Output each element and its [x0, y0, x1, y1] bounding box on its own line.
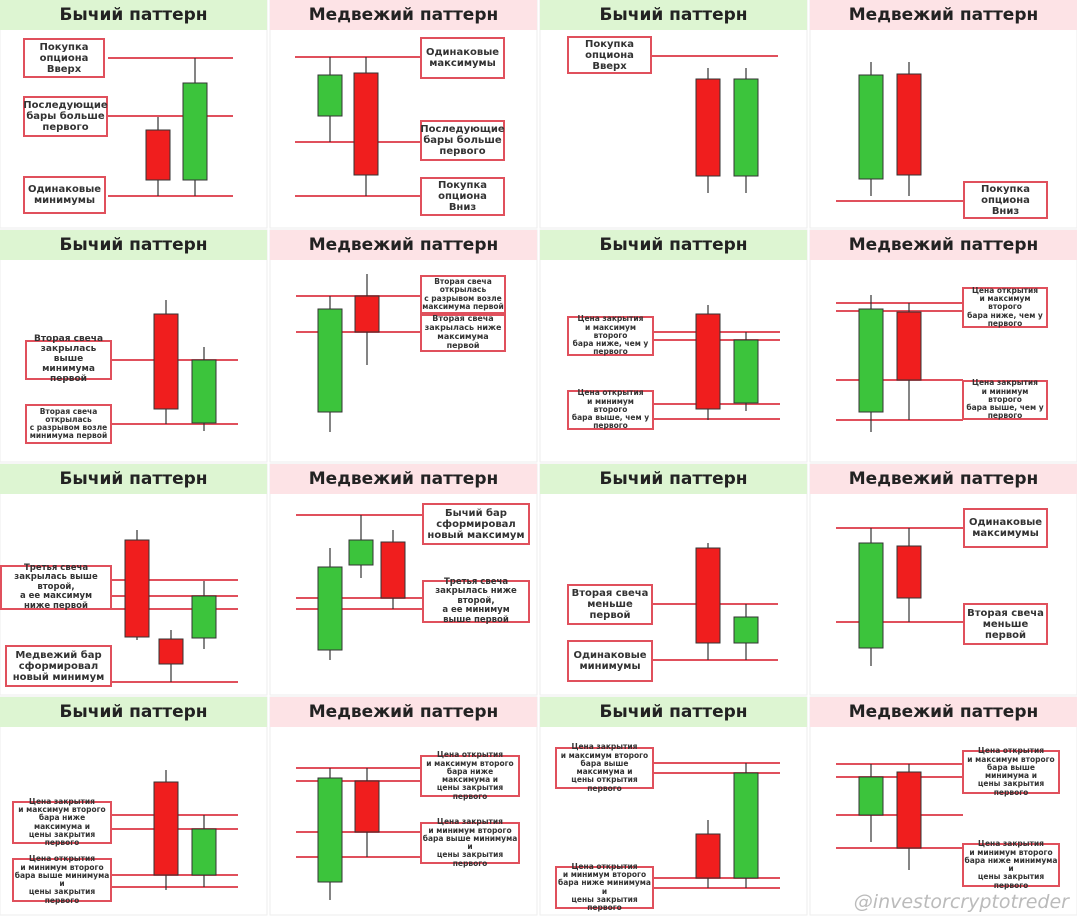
candle-body	[896, 311, 922, 381]
candle-body	[896, 771, 922, 849]
label-box: Цена открытия и минимум второго бара ниж…	[555, 862, 654, 912]
panel-header: Бычий паттерн	[540, 697, 807, 727]
label-box: Покупка опциона Вверх	[23, 38, 105, 78]
label-box: Цена закрытия и минимум второго бара ниж…	[962, 840, 1060, 889]
candle-body	[858, 308, 884, 413]
candle-body	[896, 545, 922, 599]
candle-body	[733, 339, 759, 404]
label-box: Цена закрытия и максимум второго бара ни…	[567, 315, 654, 356]
label-box: Последующие бары больше первого	[23, 96, 108, 137]
label-box: Вторая свеча закрылась выше минимума пер…	[25, 334, 112, 384]
panel-header: Медвежий паттерн	[810, 697, 1077, 727]
label-box: Цена закрытия и минимум второго бара выш…	[962, 379, 1048, 420]
label-box: Третья свеча закрылась выше второй, а ее…	[0, 563, 112, 610]
candle-body	[191, 595, 217, 639]
candle-body	[191, 359, 217, 424]
label-box: Цена закрытия и максимум второго бара ни…	[12, 797, 112, 847]
candle-body	[695, 313, 721, 410]
candle-body	[145, 129, 171, 181]
label-box: Одинаковые минимумы	[567, 640, 653, 682]
candle-body	[153, 313, 179, 410]
panel	[809, 463, 1077, 696]
label-box: Цена открытия и максимум второго бара ни…	[962, 286, 1048, 328]
panel-header: Бычий паттерн	[540, 230, 807, 260]
candle-body	[733, 772, 759, 879]
candle-body	[191, 828, 217, 876]
panel	[539, 0, 808, 229]
candle-body	[380, 541, 406, 599]
label-box: Вторая свеча меньше первой	[963, 603, 1048, 645]
watermark: @investorcryptotreder	[853, 891, 1069, 913]
label-box: Вторая свеча меньше первой	[567, 584, 653, 625]
candle-body	[354, 780, 380, 833]
candle-body	[695, 833, 721, 879]
candle-body	[353, 72, 379, 176]
candle-body	[695, 547, 721, 644]
label-box: Покупка опциона Вверх	[567, 36, 652, 74]
label-box: Вторая свеча открылась с разрывом возле …	[420, 275, 506, 314]
candle-body	[153, 781, 179, 876]
panel-header: Медвежий паттерн	[810, 230, 1077, 260]
panel-header: Медвежий паттерн	[810, 0, 1077, 30]
panel-header: Бычий паттерн	[0, 464, 267, 494]
candle-body	[317, 74, 343, 117]
panel-header: Медвежий паттерн	[270, 0, 537, 30]
candle-body	[317, 566, 343, 651]
label-box: Цена открытия и максимум второго бара ни…	[420, 751, 520, 800]
panel-header: Бычий паттерн	[0, 697, 267, 727]
label-box: Третья свеча закрылась ниже второй, а ее…	[422, 577, 530, 624]
label-box: Цена закрытия и максимум второго бара вы…	[555, 743, 654, 792]
label-box: Последующие бары больше первого	[420, 120, 505, 161]
candle-body	[858, 74, 884, 180]
label-box: Одинаковые максимумы	[963, 508, 1048, 548]
candle-body	[858, 776, 884, 816]
label-box: Цена открытия и максимум второго бара вы…	[962, 747, 1060, 796]
candle-body	[348, 539, 374, 566]
label-box: Одинаковые минимумы	[23, 176, 106, 214]
candle-body	[896, 73, 922, 176]
label-box: Цена открытия и минимум второго бара выш…	[12, 855, 112, 904]
label-box: Вторая свеча открылась с разрывом возле …	[25, 404, 112, 444]
label-box: Бычий бар сформировал новый максимум	[422, 503, 530, 545]
label-box: Покупка опциона Вниз	[420, 177, 505, 216]
panel	[269, 696, 538, 916]
candle-body	[695, 78, 721, 177]
candle-body	[733, 78, 759, 177]
label-box: Цена открытия и минимум второго бара выш…	[567, 389, 654, 430]
candle-body	[124, 539, 150, 638]
label-box: Одинаковые максимумы	[420, 37, 505, 79]
panel-header: Бычий паттерн	[0, 0, 267, 30]
label-box: Цена закрытия и минимум второго бара выш…	[420, 818, 520, 867]
candle-body	[317, 308, 343, 413]
panel-header: Бычий паттерн	[540, 464, 807, 494]
label-box: Медвежий бар сформировал новый минимум	[5, 645, 112, 687]
panel	[809, 229, 1077, 463]
candle-body	[354, 295, 380, 333]
candle-body	[733, 616, 759, 644]
label-box: Вторая свеча закрылась ниже максимума пе…	[420, 314, 506, 352]
label-box: Покупка опциона Вниз	[963, 181, 1048, 219]
panel-header: Медвежий паттерн	[270, 697, 537, 727]
panel-header: Медвежий паттерн	[270, 464, 537, 494]
candle-body	[182, 82, 208, 181]
panel-header: Бычий паттерн	[540, 0, 807, 30]
candle-body	[858, 542, 884, 649]
panel-header: Медвежий паттерн	[810, 464, 1077, 494]
panel-header: Бычий паттерн	[0, 230, 267, 260]
panel-header: Медвежий паттерн	[270, 230, 537, 260]
candle-body	[158, 638, 184, 665]
candle-body	[317, 777, 343, 883]
